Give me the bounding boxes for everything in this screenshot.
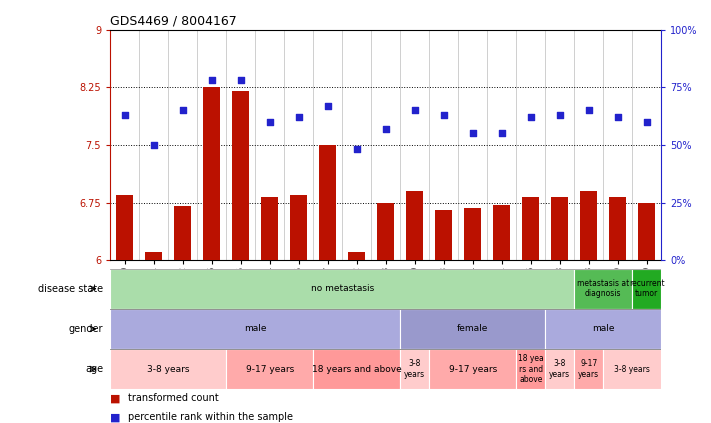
Point: [380, 125, 391, 132]
Point: [264, 118, 275, 125]
Text: 9-17 years: 9-17 years: [245, 365, 294, 374]
Text: male: male: [244, 324, 267, 333]
Bar: [493, 205, 510, 260]
Point: [119, 112, 130, 118]
Bar: [314, 349, 400, 389]
Text: 3-8 years: 3-8 years: [614, 365, 650, 374]
Bar: [145, 253, 162, 260]
Bar: [110, 309, 400, 349]
Text: percentile rank within the sample: percentile rank within the sample: [128, 412, 293, 423]
Bar: [232, 91, 250, 260]
Bar: [290, 195, 307, 260]
Point: [554, 112, 565, 118]
Point: [583, 107, 594, 114]
Bar: [574, 349, 603, 389]
Text: ■: ■: [110, 412, 121, 423]
Bar: [545, 309, 661, 349]
Text: male: male: [592, 324, 614, 333]
Text: 3-8 years: 3-8 years: [147, 365, 189, 374]
Text: GDS4469 / 8004167: GDS4469 / 8004167: [110, 14, 237, 27]
Point: [235, 77, 247, 84]
Text: 3-8
years: 3-8 years: [549, 360, 570, 379]
Point: [206, 77, 218, 84]
Bar: [377, 203, 395, 260]
Bar: [110, 269, 574, 309]
Bar: [110, 349, 226, 389]
Bar: [574, 269, 632, 309]
Bar: [174, 206, 191, 260]
Text: transformed count: transformed count: [128, 393, 219, 404]
Bar: [632, 269, 661, 309]
Bar: [516, 349, 545, 389]
Text: recurrent
tumor: recurrent tumor: [629, 279, 665, 298]
Text: ■: ■: [110, 393, 121, 404]
Text: disease state: disease state: [38, 284, 103, 294]
Bar: [261, 197, 279, 260]
Point: [496, 130, 508, 137]
Bar: [609, 197, 626, 260]
Bar: [435, 210, 452, 260]
Text: 18 yea
rs and
above: 18 yea rs and above: [518, 354, 544, 384]
Bar: [203, 87, 220, 260]
Bar: [522, 197, 540, 260]
Bar: [116, 195, 134, 260]
Bar: [406, 191, 424, 260]
Bar: [464, 208, 481, 260]
Point: [525, 114, 536, 121]
Bar: [603, 349, 661, 389]
Bar: [638, 203, 656, 260]
Point: [467, 130, 479, 137]
Point: [409, 107, 420, 114]
Bar: [348, 253, 365, 260]
Text: age: age: [85, 364, 103, 374]
Bar: [580, 191, 597, 260]
Text: metastasis at
diagnosis: metastasis at diagnosis: [577, 279, 629, 298]
Bar: [545, 349, 574, 389]
Point: [438, 112, 449, 118]
Point: [641, 118, 653, 125]
Point: [148, 142, 159, 148]
Text: 18 years and above: 18 years and above: [312, 365, 402, 374]
Point: [351, 146, 363, 153]
Bar: [400, 309, 545, 349]
Bar: [429, 349, 516, 389]
Text: 9-17 years: 9-17 years: [449, 365, 497, 374]
Bar: [400, 349, 429, 389]
Text: 3-8
years: 3-8 years: [404, 360, 425, 379]
Point: [177, 107, 188, 114]
Text: female: female: [457, 324, 488, 333]
Text: gender: gender: [68, 324, 103, 334]
Point: [293, 114, 304, 121]
Text: 9-17
years: 9-17 years: [578, 360, 599, 379]
Bar: [551, 197, 568, 260]
Point: [612, 114, 624, 121]
Text: no metastasis: no metastasis: [311, 284, 374, 293]
Bar: [226, 349, 314, 389]
Point: [322, 102, 333, 109]
Bar: [319, 145, 336, 260]
